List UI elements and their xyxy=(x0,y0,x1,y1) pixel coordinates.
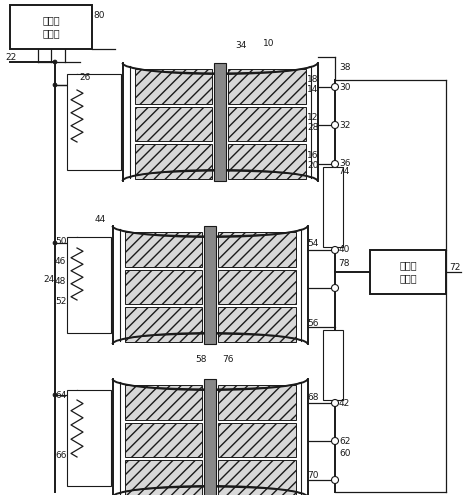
Text: 32: 32 xyxy=(339,120,351,130)
Bar xyxy=(218,385,295,420)
Bar xyxy=(134,145,212,179)
Text: 24: 24 xyxy=(43,276,54,285)
Bar xyxy=(124,460,202,495)
Bar xyxy=(214,63,226,181)
Text: 14: 14 xyxy=(307,85,318,94)
Bar xyxy=(124,232,202,267)
Text: 50: 50 xyxy=(55,238,66,247)
Circle shape xyxy=(331,84,338,91)
Bar xyxy=(67,237,110,333)
Bar xyxy=(228,106,306,142)
Bar xyxy=(134,106,212,142)
Text: 48: 48 xyxy=(55,278,66,287)
Bar xyxy=(67,390,110,486)
Text: 60: 60 xyxy=(339,448,351,457)
Circle shape xyxy=(331,477,338,484)
Text: 12: 12 xyxy=(307,112,318,121)
Text: 28: 28 xyxy=(307,122,318,132)
Circle shape xyxy=(331,399,338,406)
Text: 72: 72 xyxy=(449,262,461,271)
Bar xyxy=(218,423,295,457)
Bar xyxy=(218,460,295,495)
Text: 74: 74 xyxy=(338,167,350,177)
Bar xyxy=(124,385,202,420)
Text: 44: 44 xyxy=(95,215,106,225)
Text: 64: 64 xyxy=(55,391,66,399)
Text: 70: 70 xyxy=(307,472,319,481)
Bar xyxy=(228,145,306,179)
Bar xyxy=(124,423,202,457)
Text: 16: 16 xyxy=(307,151,319,160)
Bar xyxy=(134,69,212,103)
Bar xyxy=(204,379,216,495)
Text: 46: 46 xyxy=(55,257,66,266)
Text: 80: 80 xyxy=(93,11,104,20)
Text: 可变直
流电源: 可变直 流电源 xyxy=(42,15,60,39)
Text: 三相变
流电源: 三相变 流电源 xyxy=(399,260,417,284)
Text: 38: 38 xyxy=(339,63,351,72)
Text: 62: 62 xyxy=(339,437,351,446)
Bar xyxy=(218,232,295,267)
Bar xyxy=(370,250,446,294)
Circle shape xyxy=(331,247,338,253)
Text: 68: 68 xyxy=(307,393,319,401)
Text: 26: 26 xyxy=(79,73,90,83)
Text: 34: 34 xyxy=(235,41,246,50)
Text: 58: 58 xyxy=(195,355,206,364)
Text: 54: 54 xyxy=(307,240,318,248)
Bar xyxy=(124,307,202,342)
Circle shape xyxy=(53,83,57,87)
Bar xyxy=(323,167,343,247)
Bar xyxy=(323,330,343,400)
Text: 18: 18 xyxy=(307,75,319,84)
Circle shape xyxy=(53,60,57,64)
Circle shape xyxy=(53,393,57,397)
Text: 30: 30 xyxy=(339,83,351,92)
Circle shape xyxy=(53,241,57,245)
Text: 10: 10 xyxy=(263,39,275,48)
Circle shape xyxy=(331,121,338,129)
Text: 66: 66 xyxy=(55,450,66,459)
Text: 20: 20 xyxy=(307,161,318,170)
Text: 52: 52 xyxy=(55,297,66,306)
Text: 36: 36 xyxy=(339,159,351,168)
Bar xyxy=(67,74,120,170)
Bar xyxy=(228,69,306,103)
Text: 40: 40 xyxy=(339,246,351,254)
Text: 42: 42 xyxy=(339,398,350,407)
Text: 76: 76 xyxy=(222,355,234,364)
Circle shape xyxy=(331,160,338,167)
Bar xyxy=(218,307,295,342)
Text: 22: 22 xyxy=(5,53,16,62)
Bar xyxy=(124,270,202,304)
Bar xyxy=(204,226,216,344)
Circle shape xyxy=(331,438,338,445)
Text: 78: 78 xyxy=(338,259,350,268)
Bar xyxy=(10,5,92,49)
Circle shape xyxy=(331,285,338,292)
Bar xyxy=(218,270,295,304)
Text: 56: 56 xyxy=(307,318,319,328)
